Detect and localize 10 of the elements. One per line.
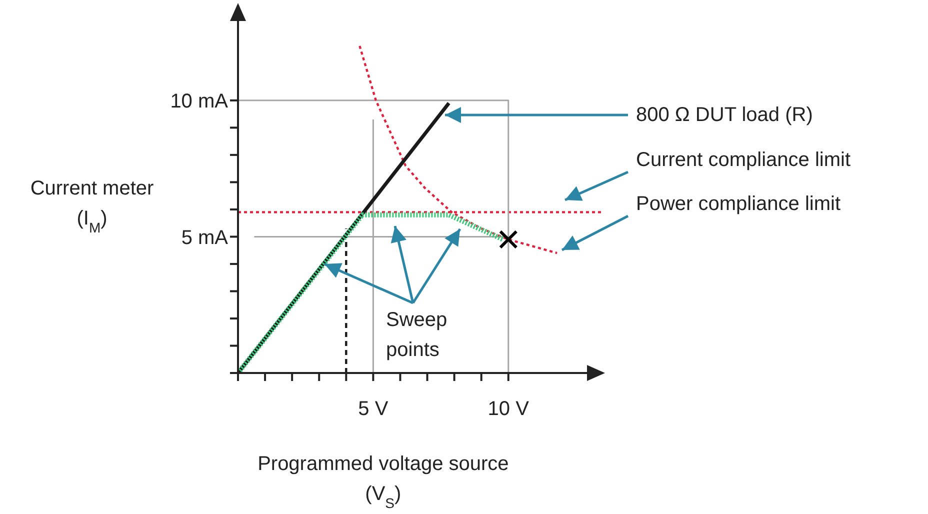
text: Power compliance limit (636, 193, 841, 215)
y-tick-label: 5 mA (181, 226, 229, 249)
x-tick-label: 5 V (358, 398, 389, 420)
x-tick-label: 10 V (488, 398, 530, 420)
y-axis-title: Current meter (I$_{M}$) (30, 177, 154, 236)
x-axis-title: Programmed voltage source (V$_{S}$) (258, 453, 509, 511)
annotation: Sweep points (386, 309, 448, 361)
y-tick-label: 10 mA (170, 90, 229, 113)
text: Current compliance limit (636, 149, 851, 171)
text: 800 Ω DUT load (R) (636, 104, 813, 126)
